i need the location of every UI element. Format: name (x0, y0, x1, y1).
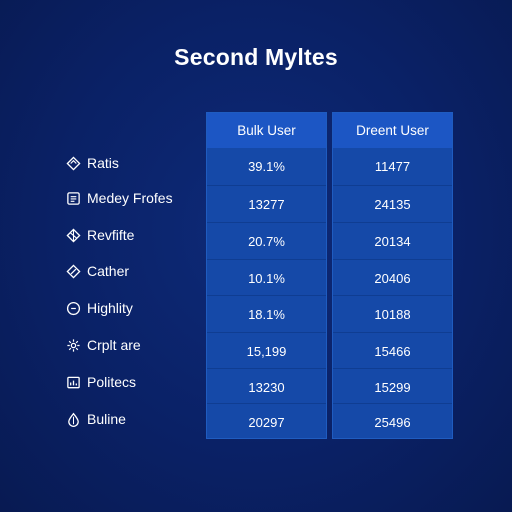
table-cell: 15466 (333, 332, 452, 370)
diamond-icon (66, 155, 81, 171)
table-cell: 39.1% (248, 159, 285, 174)
row-label-1: Medey Frofes (66, 188, 173, 208)
row-label-2: Revfifte (66, 225, 134, 245)
table-cell: 20.7% (207, 222, 326, 260)
row-label-5: Crplt are (66, 335, 141, 355)
row-label-text: Medey Frofes (87, 190, 173, 206)
row-label-0: Ratis (66, 153, 119, 173)
table-cell: 18.1% (207, 295, 326, 333)
table-cell: 15299 (333, 368, 452, 406)
row-label-text: Buline (87, 411, 126, 427)
table-cell: 15,199 (207, 332, 326, 370)
row-label-4: Highlity (66, 298, 133, 318)
row-label-text: Highlity (87, 300, 133, 316)
row-label-7: Buline (66, 409, 126, 429)
table-cell: 10.1% (207, 259, 326, 297)
table-cell: 25496 (333, 403, 452, 441)
gear-icon (66, 338, 81, 353)
row-label-3: Cather (66, 261, 129, 281)
page-title: Second Myltes (174, 44, 338, 70)
table-cell: 11477 (374, 159, 411, 174)
row-label-6: Politecs (66, 372, 136, 392)
table-cell: 20297 (207, 403, 326, 441)
table-cell: 24135 (333, 185, 452, 223)
table-cell: 10188 (333, 295, 452, 333)
gem-icon (66, 227, 81, 243)
row-label-text: Revfifte (87, 227, 135, 243)
row-label-text: Cather (87, 263, 130, 279)
drop-icon (66, 412, 81, 427)
row-label-text: Ratis (87, 155, 119, 171)
clock-icon (66, 301, 81, 316)
column-dreent-user: Dreent User 11477 24135 20134 20406 1018… (332, 112, 453, 439)
row-label-text: Politecs (87, 374, 137, 390)
table-cell: 13230 (207, 368, 326, 406)
chart-icon (66, 375, 81, 390)
column-bulk-user: Bulk User 39.1% 13277 20.7% 10.1% 18.1% … (206, 112, 327, 439)
tag-icon (66, 263, 81, 279)
row-label-text: Crplt are (87, 337, 141, 353)
document-icon (66, 191, 81, 206)
column-header: Bulk User (207, 113, 326, 148)
table-cell: 13277 (207, 185, 326, 223)
table-cell: 20134 (333, 222, 452, 260)
table-cell: 20406 (333, 259, 452, 297)
column-header: Dreent User (333, 113, 452, 148)
